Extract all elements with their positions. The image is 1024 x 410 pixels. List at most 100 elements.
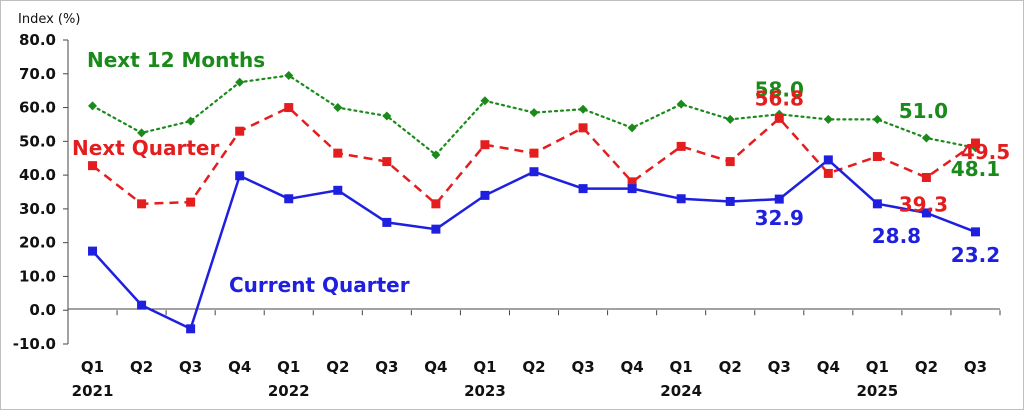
marker-next-quarter (627, 177, 637, 187)
marker-next-12-months (578, 104, 588, 114)
marker-next-quarter (823, 168, 833, 178)
x-tick-label: Q1 (277, 358, 300, 376)
x-tick-label: Q2 (522, 358, 545, 376)
marker-next-quarter (970, 138, 980, 148)
y-tick-label: 30.0 (19, 200, 56, 218)
x-tick-label: Q1 (81, 358, 104, 376)
marker-next-quarter (676, 141, 686, 151)
marker-current-quarter (284, 194, 294, 204)
x-year-label: 2025 (856, 382, 898, 400)
marker-next-quarter (88, 161, 98, 171)
x-tick-label: Q3 (179, 358, 202, 376)
marker-next-12-months (333, 103, 343, 113)
x-year-label: 2024 (660, 382, 702, 400)
x-tick-label: Q1 (866, 358, 889, 376)
marker-next-quarter (774, 113, 784, 123)
y-tick-label: -10.0 (13, 335, 56, 353)
marker-next-quarter (480, 140, 490, 150)
marker-current-quarter (872, 199, 882, 209)
marker-next-12-months (627, 123, 637, 133)
x-year-label: 2021 (72, 382, 114, 400)
x-tick-label: Q2 (915, 358, 938, 376)
marker-next-12-months (88, 101, 98, 111)
marker-current-quarter (578, 184, 588, 194)
marker-current-quarter (235, 171, 245, 181)
marker-current-quarter (431, 224, 441, 234)
x-year-label: 2022 (268, 382, 310, 400)
y-tick-label: 80.0 (19, 31, 56, 49)
data-label: 48.1 (951, 157, 1000, 181)
y-tick-label: 60.0 (19, 99, 56, 117)
data-label: 49.5 (961, 140, 1010, 164)
x-tick-label: Q1 (473, 358, 496, 376)
x-tick-label: Q4 (817, 358, 840, 376)
marker-next-quarter (725, 157, 735, 167)
marker-current-quarter (333, 185, 343, 195)
marker-next-12-months (529, 108, 539, 118)
y-tick-group: -10.0 0.0 10.0 20.0 30.0 40.0 50.0 60.0 70.0 80.0 (13, 31, 68, 353)
marker-next-quarter (578, 123, 588, 133)
marker-next-12-months (872, 114, 882, 124)
data-label: 28.8 (872, 224, 921, 248)
x-tick-label: Q1 (670, 358, 693, 376)
y-tick-label: 10.0 (19, 267, 56, 285)
marker-next-quarter (137, 199, 147, 209)
x-tick-label: Q3 (571, 358, 594, 376)
marker-next-12-months (676, 99, 686, 109)
marker-current-quarter (676, 194, 686, 204)
x-tick-label: Q2 (719, 358, 742, 376)
marker-next-quarter (333, 148, 343, 158)
data-label-group: 58.0 51.0 48.1 56.8 39.3 49.5 32.9 28.8 23.2 (755, 77, 1011, 267)
marker-current-quarter (823, 155, 833, 165)
marker-next-12-months (235, 77, 245, 87)
marker-next-quarter (529, 148, 539, 158)
marker-next-12-months (137, 128, 147, 138)
marker-next-12-months (725, 114, 735, 124)
x-tick-label: Q2 (326, 358, 349, 376)
series-label-next-quarter: Next Quarter (72, 136, 219, 160)
marker-current-quarter (970, 227, 980, 237)
marker-next-quarter (431, 199, 441, 209)
x-tick-label: Q3 (964, 358, 987, 376)
data-label: 56.8 (755, 86, 804, 110)
data-label: 58.0 (755, 77, 804, 101)
marker-next-quarter (186, 197, 196, 207)
marker-next-quarter (921, 172, 931, 182)
y-tick-label: 50.0 (19, 132, 56, 150)
marker-next-12-months (921, 133, 931, 143)
marker-next-12-months (431, 150, 441, 160)
x-tick-label: Q2 (130, 358, 153, 376)
marker-current-quarter (137, 300, 147, 310)
data-label: 23.2 (951, 243, 1000, 267)
y-tick-label: 20.0 (19, 234, 56, 252)
data-label: 51.0 (899, 99, 948, 123)
x-tick-label: Q4 (228, 358, 251, 376)
marker-next-12-months (823, 114, 833, 124)
marker-current-quarter (480, 190, 490, 200)
marker-current-quarter (627, 184, 637, 194)
marker-next-quarter (284, 103, 294, 113)
marker-next-12-months (186, 116, 196, 126)
y-axis-title: Index (%) (18, 12, 80, 27)
marker-next-12-months (480, 96, 490, 106)
marker-next-12-months (284, 70, 294, 80)
x-tick-label: Q4 (424, 358, 447, 376)
marker-next-12-months (382, 111, 392, 121)
y-tick-label: 0.0 (29, 301, 56, 319)
x-tick-label: Q3 (768, 358, 791, 376)
x-year-label: 2023 (464, 382, 506, 400)
x-tick-group: Q1 Q2 Q3 Q4 Q1 Q2 Q3 Q4 Q1 Q2 Q3 Q4 Q1 Q2 Q3 Q4 Q1 Q2 Q3 20… (67, 310, 1001, 400)
marker-next-quarter (235, 126, 245, 136)
marker-current-quarter (774, 194, 784, 204)
marker-next-quarter (872, 152, 882, 162)
marker-current-quarter (88, 246, 98, 256)
series-markers (88, 70, 980, 334)
series-label-next-12-months: Next 12 Months (87, 48, 265, 72)
x-tick-label: Q4 (621, 358, 644, 376)
series-label-current-quarter: Current Quarter (229, 273, 410, 297)
series-line-current-quarter (91, 158, 976, 331)
marker-current-quarter (382, 217, 392, 227)
marker-current-quarter (186, 324, 196, 334)
data-label: 32.9 (755, 206, 804, 230)
